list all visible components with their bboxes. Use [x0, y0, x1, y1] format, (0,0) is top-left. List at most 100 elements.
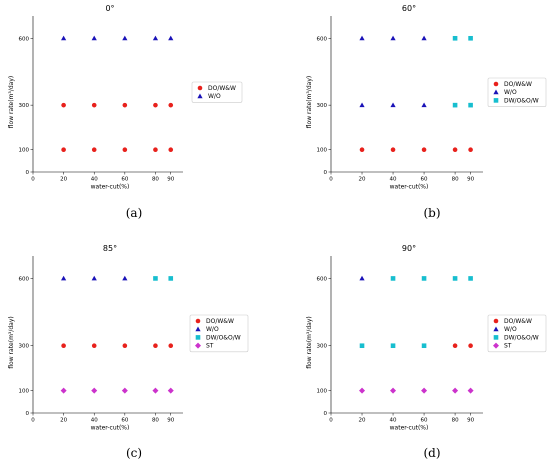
- data-point: [452, 35, 458, 41]
- data-point: [168, 276, 174, 281]
- legend-marker: [493, 81, 499, 87]
- data-point: [390, 343, 396, 349]
- x-tick-label: 90: [467, 177, 474, 183]
- data-point: [421, 343, 427, 349]
- data-point: [91, 275, 97, 281]
- legend-label: W/O: [208, 93, 221, 100]
- data-point: [421, 276, 427, 281]
- data-point: [153, 102, 158, 108]
- x-tick-label: 0: [329, 418, 333, 424]
- panel-title: 0°: [105, 4, 114, 13]
- legend-label: DO/W&W: [504, 81, 532, 88]
- data-point: [91, 343, 97, 349]
- chart-panel-c: 0 20 40 60 80 90 0 100 300 600 85° water-cut(%) flow…: [8, 244, 249, 460]
- x-tick-label: 40: [390, 177, 397, 183]
- data-point: [468, 102, 473, 108]
- data-point: [167, 387, 174, 394]
- data-point: [61, 275, 67, 281]
- data-point: [421, 35, 427, 41]
- legend-marker: [493, 98, 499, 103]
- data-point: [61, 343, 66, 349]
- legend-marker: [493, 326, 499, 332]
- x-tick-label: 60: [421, 177, 428, 183]
- data-point: [359, 343, 365, 349]
- x-tick-label: 90: [467, 418, 474, 424]
- legend-marker: [493, 318, 499, 324]
- x-tick-label: 40: [91, 177, 98, 183]
- data-point: [122, 35, 128, 41]
- y-axis-title: flow rate(m³/day): [8, 316, 15, 368]
- data-point: [60, 387, 67, 394]
- data-point: [452, 102, 458, 108]
- legend-label: W/O: [206, 326, 219, 333]
- legend-label: DW/O&O/W: [504, 334, 539, 341]
- chart-panel-b: 0 20 40 60 80 90 0 100 300 600 60° water-cut(%) flow…: [306, 4, 547, 220]
- data-point: [122, 275, 128, 281]
- x-tick-label: 20: [60, 418, 67, 424]
- panel-title: 85°: [103, 244, 117, 253]
- data-point: [153, 343, 158, 349]
- data-point: [122, 147, 128, 153]
- legend-marker: [493, 335, 499, 340]
- data-point: [153, 147, 158, 153]
- legend-label: DO/W&W: [504, 318, 532, 325]
- data-point: [359, 387, 366, 394]
- data-point: [168, 147, 174, 153]
- data-point: [152, 387, 159, 394]
- data-point: [468, 147, 473, 153]
- legend-marker: [493, 342, 499, 349]
- panel-caption: (a): [126, 206, 143, 220]
- y-tick-label: 0: [324, 411, 328, 417]
- x-tick-label: 90: [167, 177, 174, 183]
- y-tick-label: 0: [26, 170, 30, 176]
- data-point: [168, 102, 174, 108]
- panel-title: 60°: [402, 4, 416, 13]
- data-point: [468, 343, 473, 349]
- x-tick-label: 20: [60, 177, 67, 183]
- x-tick-label: 60: [421, 418, 428, 424]
- legend-marker: [195, 335, 201, 340]
- x-tick-label: 80: [152, 177, 159, 183]
- data-point: [452, 387, 459, 394]
- y-axis-title: flow rate(m³/day): [306, 76, 313, 128]
- x-tick-label: 0: [31, 418, 35, 424]
- data-point: [91, 387, 98, 394]
- data-point: [452, 147, 458, 153]
- legend-label: ST: [504, 343, 512, 350]
- legend-label: ST: [206, 343, 214, 350]
- x-axis-title: water-cut(%): [390, 184, 429, 191]
- y-tick-label: 600: [317, 276, 328, 282]
- data-point: [390, 35, 396, 41]
- legend-label: DW/O&O/W: [504, 97, 539, 104]
- data-point: [91, 102, 97, 108]
- legend-marker: [493, 89, 499, 95]
- legend-label: DO/W&W: [208, 85, 236, 92]
- data-point: [468, 276, 473, 281]
- legend-label: DO/W&W: [206, 318, 234, 325]
- y-tick-label: 600: [19, 36, 30, 42]
- data-point: [168, 343, 174, 349]
- data-point: [61, 147, 66, 153]
- data-point: [122, 102, 128, 108]
- x-tick-label: 0: [31, 177, 35, 183]
- data-point: [421, 387, 428, 394]
- x-tick-label: 90: [167, 418, 174, 424]
- x-tick-label: 80: [152, 418, 159, 424]
- data-point: [153, 276, 158, 281]
- x-tick-label: 0: [329, 177, 333, 183]
- y-tick-label: 0: [324, 170, 328, 176]
- legend-label: W/O: [504, 89, 517, 96]
- x-tick-label: 40: [91, 418, 98, 424]
- y-tick-label: 300: [317, 344, 328, 350]
- x-axis-title: water-cut(%): [390, 425, 429, 432]
- x-tick-label: 60: [121, 177, 128, 183]
- chart-panel-d: 0 20 40 60 80 90 0 100 300 600 90° water-cut(%) flow…: [306, 244, 547, 460]
- data-point: [359, 35, 365, 41]
- data-point: [168, 35, 174, 41]
- data-point: [359, 102, 365, 108]
- data-point: [390, 276, 396, 281]
- legend-label: W/O: [504, 326, 517, 333]
- panel-caption: (d): [423, 446, 440, 460]
- legend-box: [487, 314, 547, 353]
